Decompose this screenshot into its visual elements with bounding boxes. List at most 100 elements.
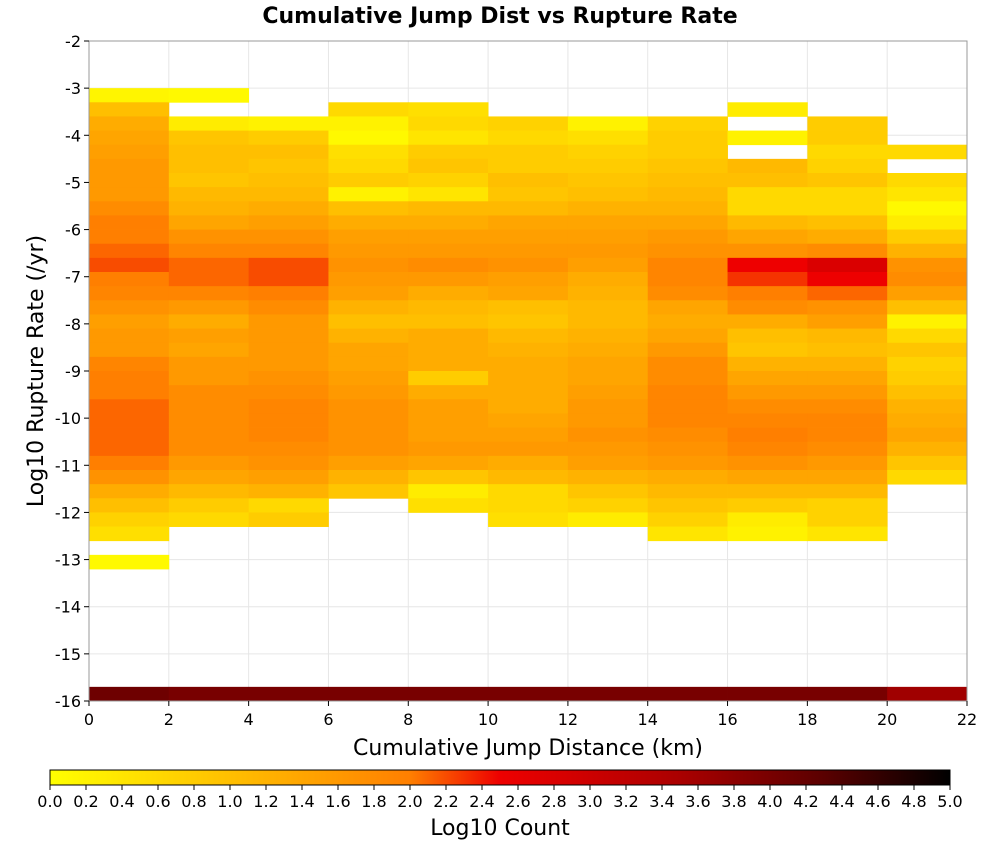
y-axis-ticks: -2 -3 -4 -5 -6 -7 -8 -9 -10 -11 -12 -13 -14 -15 -16 xyxy=(55,32,89,711)
heatmap-cell xyxy=(727,371,808,386)
heatmap-cell xyxy=(887,201,968,216)
heatmap-cell xyxy=(727,173,808,188)
heatmap-cell xyxy=(807,427,888,443)
heatmap-cell xyxy=(168,116,250,131)
y-tick-label: -15 xyxy=(55,645,81,664)
heatmap-cell xyxy=(168,686,250,702)
heatmap-cell xyxy=(647,229,728,245)
heatmap-cell xyxy=(168,371,250,386)
heatmap-cell xyxy=(89,187,170,202)
heatmap-cell xyxy=(168,215,250,230)
heatmap-cell xyxy=(887,243,968,259)
heatmap-cell xyxy=(488,286,569,301)
heatmap-cell xyxy=(567,144,649,160)
heatmap-cell xyxy=(488,300,569,315)
heatmap-cell xyxy=(807,441,888,457)
heatmap-cell xyxy=(567,130,649,146)
heatmap-cell xyxy=(488,427,569,443)
heatmap-cell xyxy=(408,470,489,485)
heatmap-cell xyxy=(248,130,329,146)
colorbar-tick-label: 1.4 xyxy=(289,792,314,811)
colorbar-tick-label: 3.8 xyxy=(721,792,746,811)
heatmap-cell xyxy=(807,173,888,188)
heatmap-cell xyxy=(328,470,409,485)
heatmap-cell xyxy=(168,144,250,160)
heatmap-cell xyxy=(89,144,170,160)
heatmap-cell xyxy=(488,215,569,230)
colorbar-tick-label: 4.2 xyxy=(793,792,818,811)
heatmap-cell xyxy=(168,286,250,301)
colorbar-tick-label: 2.4 xyxy=(469,792,494,811)
heatmap-cell xyxy=(248,158,329,174)
heatmap-cell xyxy=(887,371,968,386)
heatmap-cell xyxy=(89,130,170,146)
colorbar-tick-label: 4.4 xyxy=(829,792,854,811)
heatmap-cell xyxy=(168,455,250,471)
heatmap-cell xyxy=(807,512,888,527)
heatmap-cell xyxy=(328,187,409,202)
heatmap-cell xyxy=(807,215,888,230)
heatmap-cell xyxy=(567,300,649,315)
heatmap-cell xyxy=(248,455,329,471)
heatmap-cell xyxy=(807,371,888,386)
heatmap-cell xyxy=(887,455,968,471)
heatmap-cell xyxy=(248,371,329,386)
colorbar-tick-label: 4.0 xyxy=(757,792,782,811)
heatmap-cell xyxy=(89,470,170,485)
x-tick-label: 22 xyxy=(957,710,977,729)
heatmap-cell xyxy=(727,455,808,471)
heatmap-cell xyxy=(89,286,170,301)
y-tick-label: -9 xyxy=(65,362,81,381)
heatmap-cell xyxy=(408,272,489,287)
heatmap-cell xyxy=(488,144,569,160)
heatmap-cell xyxy=(408,116,489,131)
heatmap-cell xyxy=(647,385,728,400)
heatmap-cell xyxy=(488,441,569,457)
colorbar-tick-label: 0.0 xyxy=(37,792,62,811)
heatmap-cell xyxy=(408,215,489,230)
colorbar-tick-label: 3.4 xyxy=(649,792,674,811)
heatmap-cell xyxy=(89,356,170,372)
heatmap-cell xyxy=(328,413,409,428)
heatmap-cell xyxy=(328,257,409,273)
heatmap-cell xyxy=(567,314,649,329)
heatmap-cell xyxy=(168,314,250,329)
heatmap-cell xyxy=(168,130,250,146)
heatmap-cell xyxy=(408,385,489,400)
heatmap-cell xyxy=(727,187,808,202)
colorbar-tick-label: 1.8 xyxy=(361,792,386,811)
heatmap-cell xyxy=(647,257,728,273)
heatmap-cell xyxy=(248,328,329,344)
y-tick-label: -8 xyxy=(65,315,81,334)
heatmap-cell xyxy=(647,512,728,527)
heatmap-cell xyxy=(887,173,968,188)
heatmap-cell xyxy=(328,144,409,160)
heatmap-cell xyxy=(567,686,649,702)
x-tick-label: 0 xyxy=(84,710,94,729)
heatmap-cell xyxy=(887,686,968,702)
x-tick-label: 16 xyxy=(717,710,737,729)
heatmap-cell xyxy=(408,243,489,259)
heatmap-cell xyxy=(168,342,250,358)
heatmap-cell xyxy=(89,102,170,117)
heatmap-cell xyxy=(89,300,170,315)
x-tick-label: 18 xyxy=(797,710,817,729)
heatmap-cell xyxy=(488,512,569,527)
colorbar-tick-label: 1.0 xyxy=(217,792,242,811)
heatmap-cell xyxy=(248,243,329,259)
heatmap-cell xyxy=(328,116,409,131)
heatmap-cell xyxy=(488,173,569,188)
heatmap-cell xyxy=(408,173,489,188)
y-tick-label: -13 xyxy=(55,551,81,570)
heatmap-cell xyxy=(328,201,409,216)
heatmap-cell xyxy=(567,328,649,344)
heatmap-cell xyxy=(567,399,649,414)
heatmap-cell xyxy=(727,399,808,414)
heatmap-cell xyxy=(887,144,968,160)
heatmap-cell xyxy=(887,215,968,230)
heatmap-cell xyxy=(328,130,409,146)
heatmap-cell xyxy=(647,455,728,471)
heatmap-cell xyxy=(727,512,808,527)
heatmap-cell xyxy=(807,328,888,344)
heatmap-cell xyxy=(328,215,409,230)
